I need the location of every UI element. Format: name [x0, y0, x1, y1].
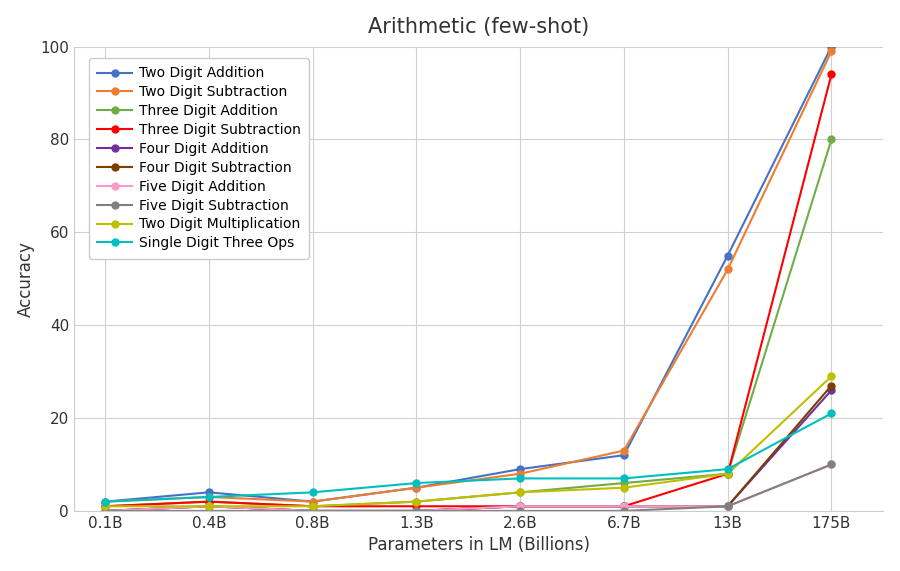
- Single Digit Three Ops: [307, 489, 318, 496]
- X-axis label: Parameters in LM (Billions): Parameters in LM (Billions): [367, 536, 590, 554]
- Y-axis label: Accuracy: Accuracy: [17, 241, 35, 317]
- Five Digit Subtraction: [100, 508, 111, 514]
- Line: Five Digit Addition: Five Digit Addition: [102, 461, 835, 514]
- Line: Two Digit Addition: Two Digit Addition: [102, 43, 835, 505]
- Four Digit Subtraction: [618, 503, 629, 510]
- Five Digit Addition: [100, 508, 111, 514]
- Two Digit Multiplication: [307, 503, 318, 510]
- Three Digit Addition: [411, 498, 422, 505]
- Three Digit Subtraction: [826, 71, 837, 78]
- Line: Single Digit Three Ops: Single Digit Three Ops: [102, 410, 835, 505]
- Three Digit Subtraction: [515, 503, 526, 510]
- Two Digit Subtraction: [100, 498, 111, 505]
- Line: Three Digit Addition: Three Digit Addition: [102, 136, 835, 510]
- Single Digit Three Ops: [826, 410, 837, 417]
- Two Digit Subtraction: [307, 498, 318, 505]
- Two Digit Multiplication: [411, 498, 422, 505]
- Five Digit Subtraction: [307, 508, 318, 514]
- Line: Three Digit Subtraction: Three Digit Subtraction: [102, 71, 835, 510]
- Four Digit Addition: [618, 503, 629, 510]
- Two Digit Subtraction: [723, 266, 734, 273]
- Line: Two Digit Subtraction: Two Digit Subtraction: [102, 48, 835, 505]
- Four Digit Subtraction: [203, 503, 214, 510]
- Five Digit Addition: [411, 508, 422, 514]
- Two Digit Subtraction: [826, 48, 837, 55]
- Three Digit Addition: [618, 480, 629, 486]
- Single Digit Three Ops: [515, 475, 526, 482]
- Two Digit Addition: [100, 498, 111, 505]
- Four Digit Subtraction: [515, 503, 526, 510]
- Four Digit Subtraction: [100, 508, 111, 514]
- Five Digit Addition: [307, 508, 318, 514]
- Three Digit Subtraction: [723, 471, 734, 477]
- Two Digit Addition: [618, 452, 629, 459]
- Three Digit Subtraction: [100, 503, 111, 510]
- Five Digit Addition: [826, 461, 837, 468]
- Two Digit Multiplication: [723, 471, 734, 477]
- Single Digit Three Ops: [203, 493, 214, 500]
- Single Digit Three Ops: [618, 475, 629, 482]
- Three Digit Addition: [723, 471, 734, 477]
- Five Digit Addition: [723, 503, 734, 510]
- Two Digit Subtraction: [515, 471, 526, 477]
- Four Digit Addition: [100, 508, 111, 514]
- Two Digit Multiplication: [203, 503, 214, 510]
- Three Digit Addition: [826, 136, 837, 143]
- Two Digit Subtraction: [618, 447, 629, 454]
- Two Digit Addition: [411, 484, 422, 491]
- Three Digit Subtraction: [411, 503, 422, 510]
- Two Digit Addition: [203, 489, 214, 496]
- Five Digit Subtraction: [203, 508, 214, 514]
- Line: Five Digit Subtraction: Five Digit Subtraction: [102, 461, 835, 514]
- Two Digit Multiplication: [618, 484, 629, 491]
- Five Digit Addition: [618, 503, 629, 510]
- Two Digit Subtraction: [411, 484, 422, 491]
- Single Digit Three Ops: [723, 466, 734, 473]
- Legend: Two Digit Addition, Two Digit Subtraction, Three Digit Addition, Three Digit Sub: Two Digit Addition, Two Digit Subtractio…: [89, 58, 310, 259]
- Four Digit Subtraction: [826, 382, 837, 389]
- Title: Arithmetic (few-shot): Arithmetic (few-shot): [368, 17, 590, 37]
- Four Digit Addition: [411, 508, 422, 514]
- Two Digit Multiplication: [826, 373, 837, 380]
- Two Digit Multiplication: [100, 503, 111, 510]
- Three Digit Subtraction: [307, 503, 318, 510]
- Three Digit Addition: [100, 503, 111, 510]
- Three Digit Addition: [515, 489, 526, 496]
- Line: Four Digit Subtraction: Four Digit Subtraction: [102, 382, 835, 514]
- Three Digit Subtraction: [618, 503, 629, 510]
- Two Digit Addition: [826, 43, 837, 50]
- Two Digit Addition: [515, 466, 526, 473]
- Four Digit Subtraction: [411, 508, 422, 514]
- Five Digit Addition: [203, 503, 214, 510]
- Five Digit Subtraction: [618, 508, 629, 514]
- Single Digit Three Ops: [100, 498, 111, 505]
- Four Digit Addition: [723, 503, 734, 510]
- Four Digit Subtraction: [307, 508, 318, 514]
- Five Digit Subtraction: [723, 503, 734, 510]
- Three Digit Addition: [307, 503, 318, 510]
- Single Digit Three Ops: [411, 480, 422, 486]
- Four Digit Addition: [826, 387, 837, 393]
- Four Digit Addition: [307, 508, 318, 514]
- Three Digit Addition: [203, 498, 214, 505]
- Three Digit Subtraction: [203, 498, 214, 505]
- Four Digit Subtraction: [723, 503, 734, 510]
- Five Digit Subtraction: [515, 508, 526, 514]
- Two Digit Addition: [723, 252, 734, 259]
- Four Digit Addition: [203, 503, 214, 510]
- Two Digit Addition: [307, 498, 318, 505]
- Two Digit Multiplication: [515, 489, 526, 496]
- Five Digit Addition: [515, 503, 526, 510]
- Line: Four Digit Addition: Four Digit Addition: [102, 387, 835, 514]
- Five Digit Subtraction: [411, 508, 422, 514]
- Four Digit Addition: [515, 503, 526, 510]
- Line: Two Digit Multiplication: Two Digit Multiplication: [102, 373, 835, 510]
- Five Digit Subtraction: [826, 461, 837, 468]
- Two Digit Subtraction: [203, 493, 214, 500]
